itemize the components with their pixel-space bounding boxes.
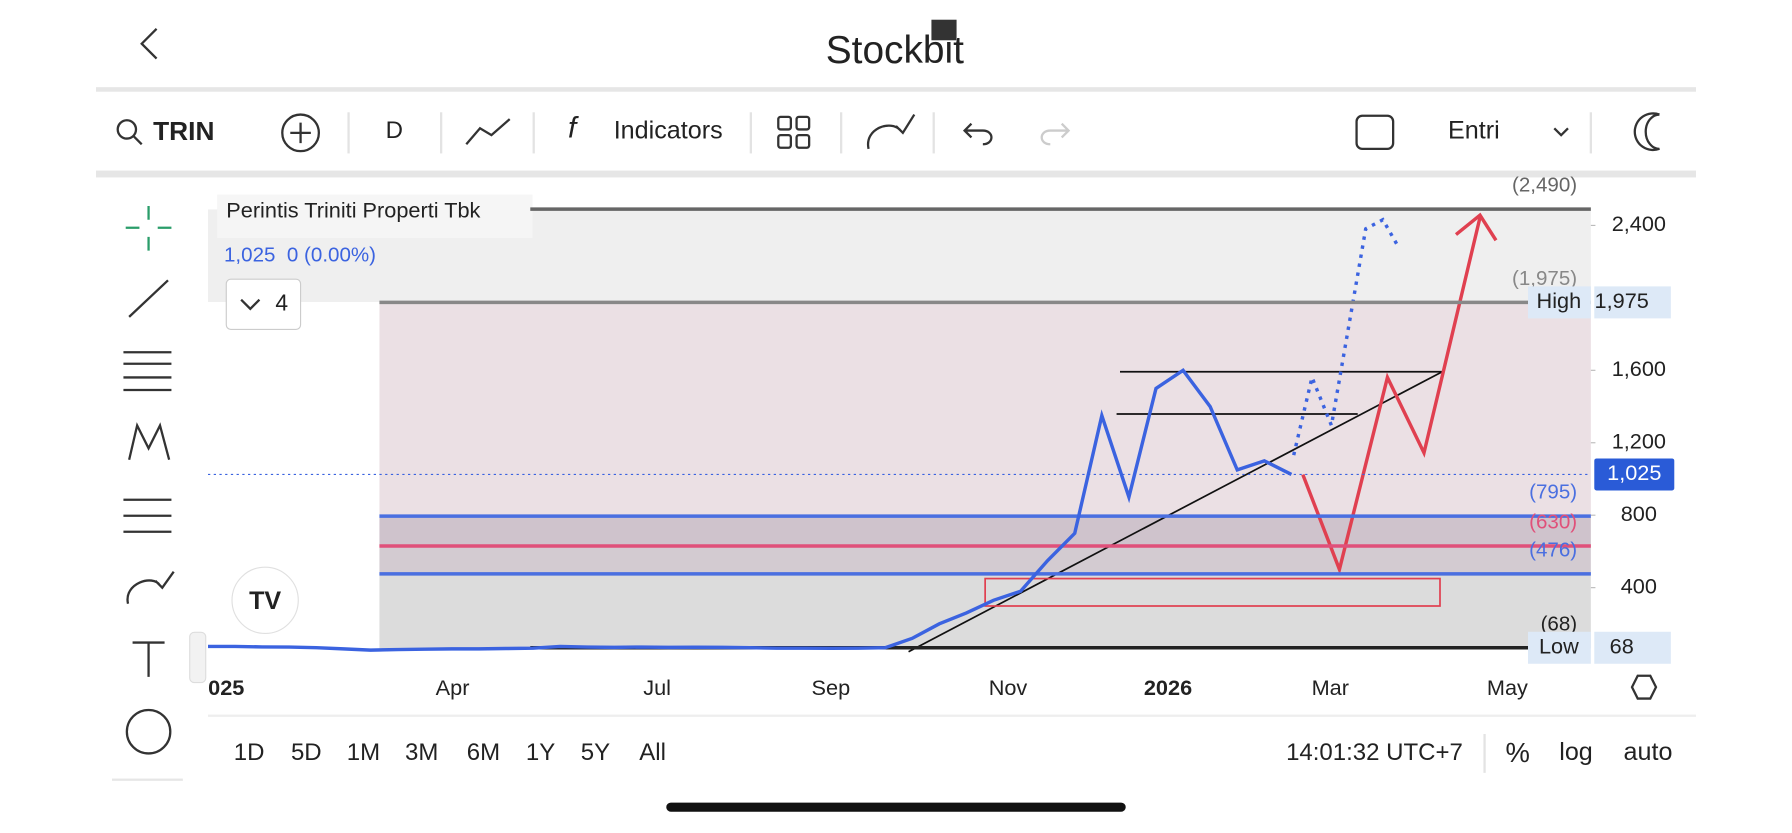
y-tick-label: 800 xyxy=(1621,501,1657,526)
order-button[interactable]: Entri xyxy=(1448,116,1500,144)
chart xyxy=(208,209,1591,649)
projection xyxy=(1301,217,1482,576)
add-button[interactable] xyxy=(281,113,320,153)
zone xyxy=(379,546,1591,574)
drawing-tools xyxy=(112,205,183,781)
order-dropdown[interactable] xyxy=(1553,127,1569,137)
instrument-name: Perintis Triniti Properti Tbk xyxy=(226,197,480,222)
zone-box xyxy=(984,577,1441,607)
price-tag xyxy=(1594,458,1675,491)
level-label: (2,490) xyxy=(1512,174,1577,197)
zone xyxy=(379,516,1591,547)
price-line xyxy=(208,368,1293,652)
clock: 14:01:32 UTC+7 xyxy=(1286,739,1463,766)
toolbar: TRIN D f Indicators Entri xyxy=(116,111,1660,154)
indicator-count: 4 xyxy=(275,289,288,315)
back-button[interactable] xyxy=(140,28,158,60)
x-tick-label: Jul xyxy=(643,675,671,700)
log-toggle[interactable]: log xyxy=(1559,738,1593,766)
indicator-toggle[interactable] xyxy=(225,278,302,330)
level-label: (795) xyxy=(1529,481,1577,504)
zone xyxy=(379,302,1591,517)
level-label: (476) xyxy=(1529,538,1577,561)
fullscreen[interactable] xyxy=(1355,114,1395,150)
drawings xyxy=(908,212,1498,653)
x-tick-label: 025 xyxy=(208,675,244,700)
separator xyxy=(96,170,1696,178)
fx-icon: f xyxy=(568,111,579,144)
layout-button[interactable] xyxy=(777,115,811,149)
drawing-button[interactable] xyxy=(867,113,916,150)
trendline xyxy=(908,370,1443,653)
y-tick-label: 400 xyxy=(1621,573,1657,598)
line-tool[interactable] xyxy=(128,279,169,318)
range-button[interactable]: All xyxy=(639,739,666,766)
x-tick-label: Apr xyxy=(436,675,470,700)
low-name: Low xyxy=(1539,634,1579,659)
high-badge xyxy=(1528,286,1591,319)
pattern-tool[interactable] xyxy=(128,422,171,461)
interval[interactable]: D xyxy=(386,117,403,144)
high-value-badge xyxy=(1594,286,1671,319)
level-label: (630) xyxy=(1529,511,1577,534)
dividers xyxy=(347,112,1592,154)
arrowhead xyxy=(1454,212,1498,242)
range-button[interactable]: 1M xyxy=(347,739,380,766)
search-icon[interactable] xyxy=(116,119,138,140)
projection xyxy=(1292,217,1399,456)
level-label: (1,975) xyxy=(1512,267,1577,290)
chart-type[interactable] xyxy=(465,118,511,146)
x-tick-label: Mar xyxy=(1312,675,1349,700)
y-tick-label: 1,600 xyxy=(1612,356,1666,381)
projection-tool[interactable] xyxy=(123,498,172,533)
chevron xyxy=(240,298,261,311)
text-tool[interactable] xyxy=(132,641,165,677)
range-button[interactable]: 1D xyxy=(234,739,265,766)
range-button[interactable]: 5Y xyxy=(581,739,610,766)
auto-toggle[interactable]: auto xyxy=(1624,738,1673,766)
separator xyxy=(208,714,1696,717)
sidebar-toggle[interactable] xyxy=(189,631,207,684)
search-icon xyxy=(132,135,143,146)
range-button[interactable]: 6M xyxy=(467,739,500,766)
symbol[interactable]: TRIN xyxy=(153,116,214,146)
high-name: High xyxy=(1537,288,1582,313)
theme-toggle[interactable] xyxy=(1633,112,1660,152)
low-value: 68 xyxy=(1610,634,1634,659)
separator xyxy=(112,778,183,781)
logo-icon xyxy=(931,19,957,41)
fib-tool[interactable] xyxy=(123,351,172,392)
tv-logo xyxy=(231,566,299,634)
redo[interactable] xyxy=(1040,122,1071,146)
x-tick-label: 2026 xyxy=(1144,675,1192,700)
high-value: 1,975 xyxy=(1595,288,1649,313)
crosshair-tool[interactable] xyxy=(125,205,172,251)
settings[interactable] xyxy=(1630,674,1658,700)
add-icon xyxy=(290,122,311,144)
range-button[interactable]: 1Y xyxy=(526,739,555,766)
x-tick-label: Sep xyxy=(812,675,851,700)
quote: 1,025 0 (0.00%) xyxy=(224,244,376,267)
tv-logo-text: TV xyxy=(249,587,281,615)
x-tick-label: Nov xyxy=(989,675,1028,700)
emoji-tool[interactable] xyxy=(125,708,172,755)
low-badge xyxy=(1528,631,1591,664)
percent-toggle[interactable]: % xyxy=(1506,737,1530,768)
range-button[interactable]: 5D xyxy=(291,739,322,766)
level-label: (68) xyxy=(1541,612,1578,635)
low-value-badge xyxy=(1594,631,1671,664)
indicators[interactable]: Indicators xyxy=(614,116,723,144)
home-indicator xyxy=(666,802,1126,812)
range-button[interactable]: 3M xyxy=(405,739,438,766)
separator xyxy=(96,87,1696,92)
undo[interactable] xyxy=(962,122,993,146)
x-tick-label: May xyxy=(1487,675,1528,700)
legend-bg xyxy=(217,194,533,238)
y-tick-label: 2,400 xyxy=(1612,211,1666,236)
brush-tool[interactable] xyxy=(126,571,175,604)
price-tag-label: 1,025 xyxy=(1607,460,1661,485)
y-tick-label: 1,200 xyxy=(1612,428,1666,453)
